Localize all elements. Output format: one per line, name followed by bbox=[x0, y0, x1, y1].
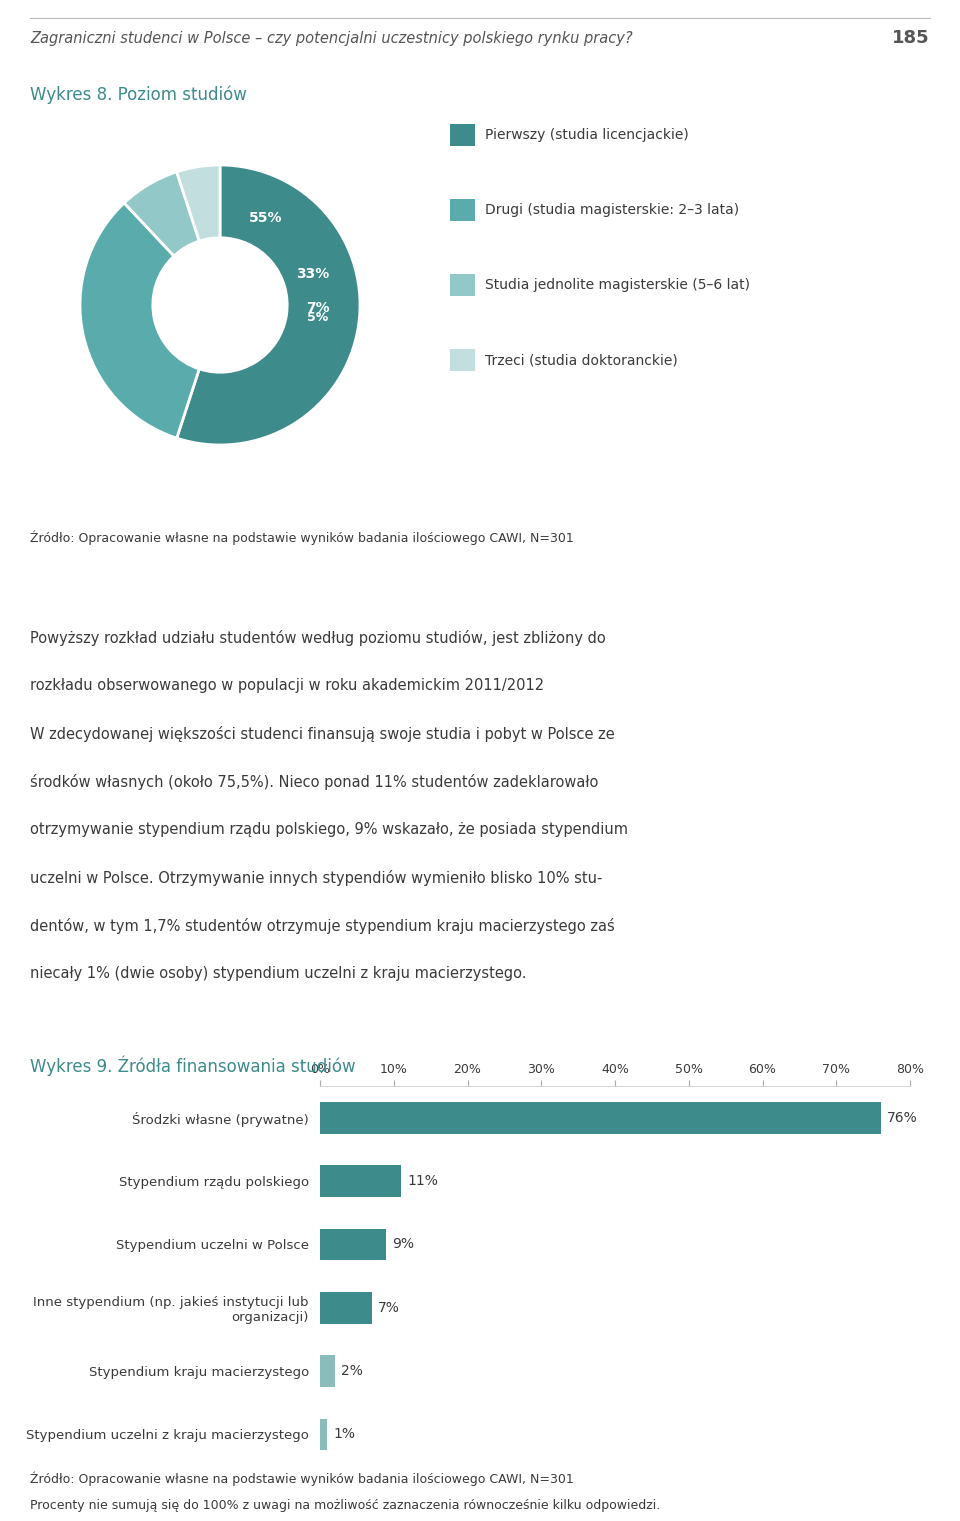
Text: 7%: 7% bbox=[306, 301, 330, 315]
Text: Pierwszy (studia licencjackie): Pierwszy (studia licencjackie) bbox=[485, 128, 688, 141]
Text: Źródło: Opracowanie własne na podstawie wyników badania ilościowego CAWI, N=301: Źródło: Opracowanie własne na podstawie … bbox=[30, 529, 574, 545]
Text: 2%: 2% bbox=[341, 1364, 363, 1378]
Text: rozkładu obserwowanego w populacji w roku akademickim 2011/2012: rozkładu obserwowanego w populacji w rok… bbox=[30, 678, 544, 694]
Text: 1%: 1% bbox=[333, 1427, 355, 1442]
Bar bbox=[320, 1419, 327, 1450]
Wedge shape bbox=[177, 164, 220, 242]
Text: 76%: 76% bbox=[886, 1110, 917, 1124]
Bar bbox=[320, 1165, 401, 1197]
Text: Drugi (studia magisterskie: 2–3 lata): Drugi (studia magisterskie: 2–3 lata) bbox=[485, 202, 739, 218]
Bar bbox=[320, 1101, 880, 1133]
Bar bbox=[320, 1291, 372, 1323]
Text: Źródło: Opracowanie własne na podstawie wyników badania ilościowego CAWI, N=301: Źródło: Opracowanie własne na podstawie … bbox=[30, 1471, 574, 1486]
Wedge shape bbox=[80, 202, 200, 438]
Text: 33%: 33% bbox=[297, 266, 329, 281]
Text: Studia jednolite magisterskie (5–6 lat): Studia jednolite magisterskie (5–6 lat) bbox=[485, 278, 750, 292]
Text: Wykres 8. Poziom studiów: Wykres 8. Poziom studiów bbox=[30, 85, 247, 103]
Text: Powyższy rozkład udziału studentów według poziomu studiów, jest zbliżony do: Powyższy rozkład udziału studentów wedłu… bbox=[30, 630, 606, 646]
Bar bbox=[320, 1229, 386, 1261]
Wedge shape bbox=[177, 164, 360, 446]
Text: otrzymywanie stypendium rządu polskiego, 9% wskazało, że posiada stypendium: otrzymywanie stypendium rządu polskiego,… bbox=[30, 821, 628, 837]
Text: Wykres 9. Źródła finansowania studiów: Wykres 9. Źródła finansowania studiów bbox=[30, 1056, 355, 1075]
Text: 185: 185 bbox=[893, 29, 930, 47]
Bar bbox=[320, 1355, 335, 1387]
Text: Procenty nie sumują się do 100% z uwagi na możliwość zaznaczenia równocześnie ki: Procenty nie sumują się do 100% z uwagi … bbox=[30, 1500, 660, 1512]
Text: Zagraniczni studenci w Polsce – czy potencjalni uczestnicy polskiego rynku pracy: Zagraniczni studenci w Polsce – czy pote… bbox=[30, 30, 633, 46]
Text: 11%: 11% bbox=[407, 1174, 438, 1188]
Text: niecały 1% (dwie osoby) stypendium uczelni z kraju macierzystego.: niecały 1% (dwie osoby) stypendium uczel… bbox=[30, 966, 526, 981]
Text: 9%: 9% bbox=[393, 1237, 415, 1252]
Text: 7%: 7% bbox=[377, 1300, 399, 1314]
Text: W zdecydowanej większości studenci finansują swoje studia i pobyt w Polsce ze: W zdecydowanej większości studenci finan… bbox=[30, 726, 614, 742]
Text: Trzeci (studia doktoranckie): Trzeci (studia doktoranckie) bbox=[485, 353, 678, 367]
Text: 55%: 55% bbox=[249, 211, 282, 225]
Text: środków własnych (około 75,5%). Nieco ponad 11% studentów zadeklarowało: środków własnych (około 75,5%). Nieco po… bbox=[30, 774, 598, 789]
Text: 5%: 5% bbox=[306, 312, 327, 324]
Wedge shape bbox=[124, 172, 200, 256]
Text: dentów, w tym 1,7% studentów otrzymuje stypendium kraju macierzystego zaś: dentów, w tym 1,7% studentów otrzymuje s… bbox=[30, 919, 614, 934]
Text: uczelni w Polsce. Otrzymywanie innych stypendiów wymieniło blisko 10% stu-: uczelni w Polsce. Otrzymywanie innych st… bbox=[30, 870, 602, 887]
